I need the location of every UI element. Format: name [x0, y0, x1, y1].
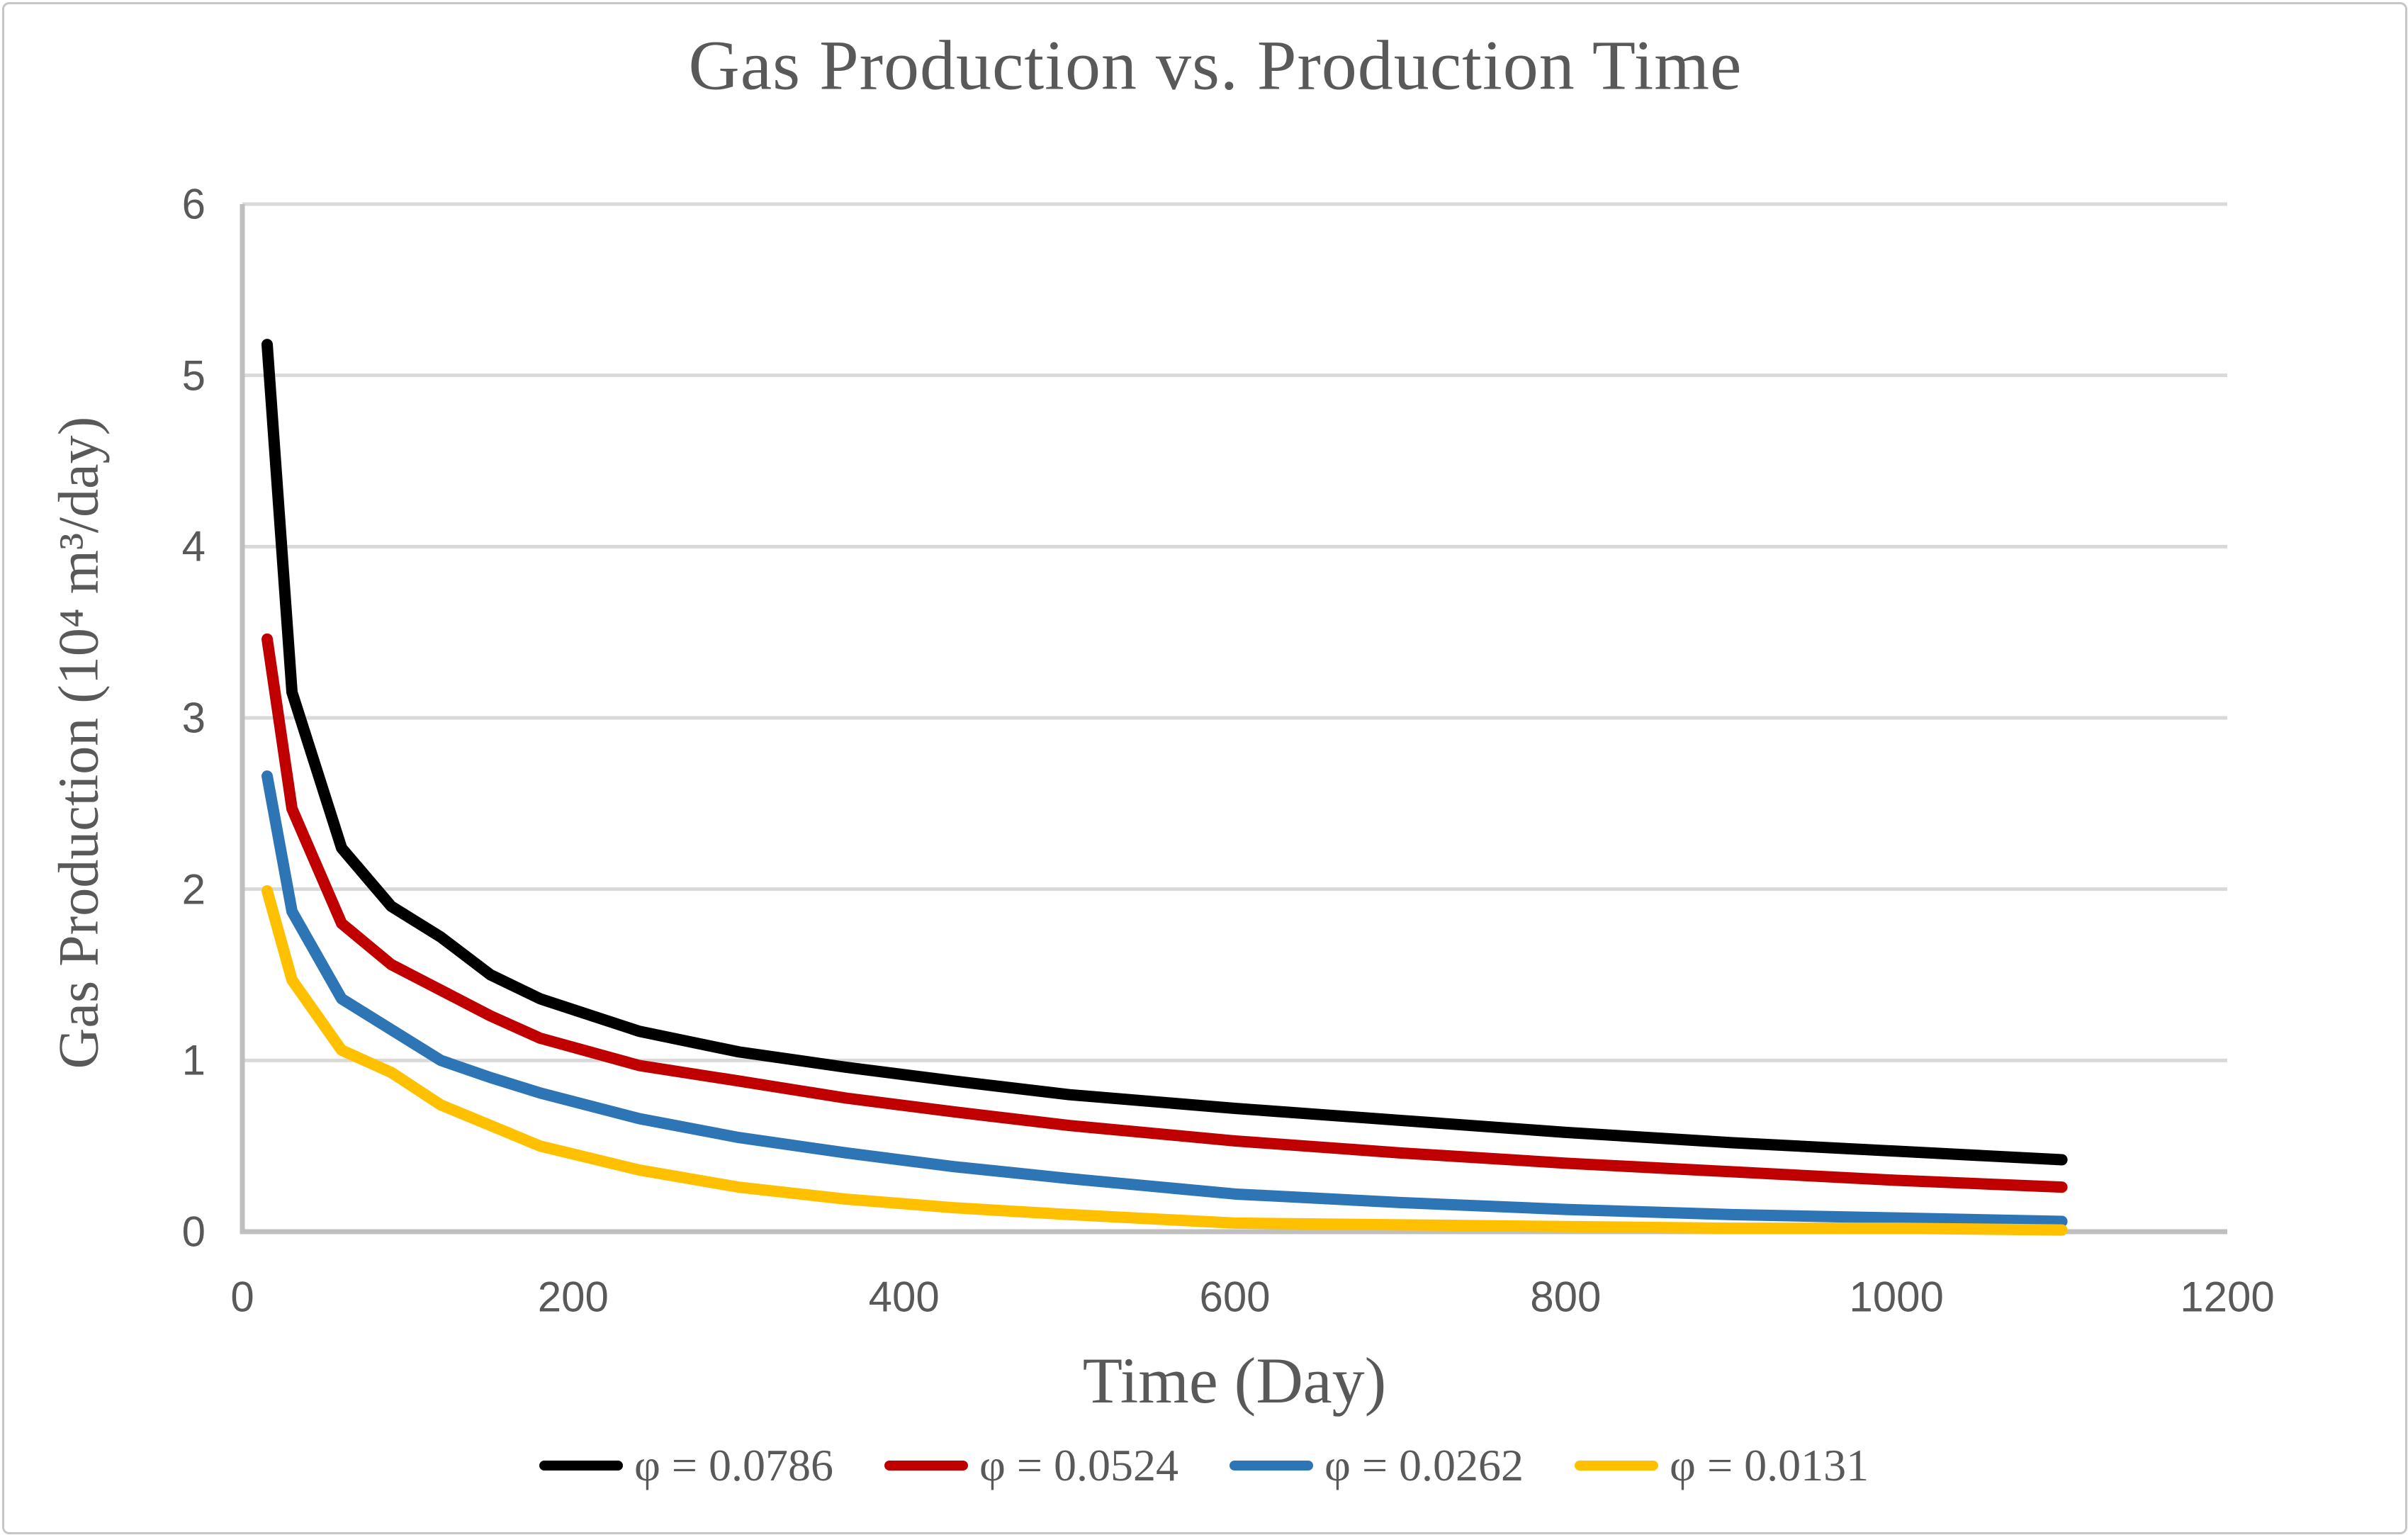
chart-frame	[2, 2, 2407, 1534]
